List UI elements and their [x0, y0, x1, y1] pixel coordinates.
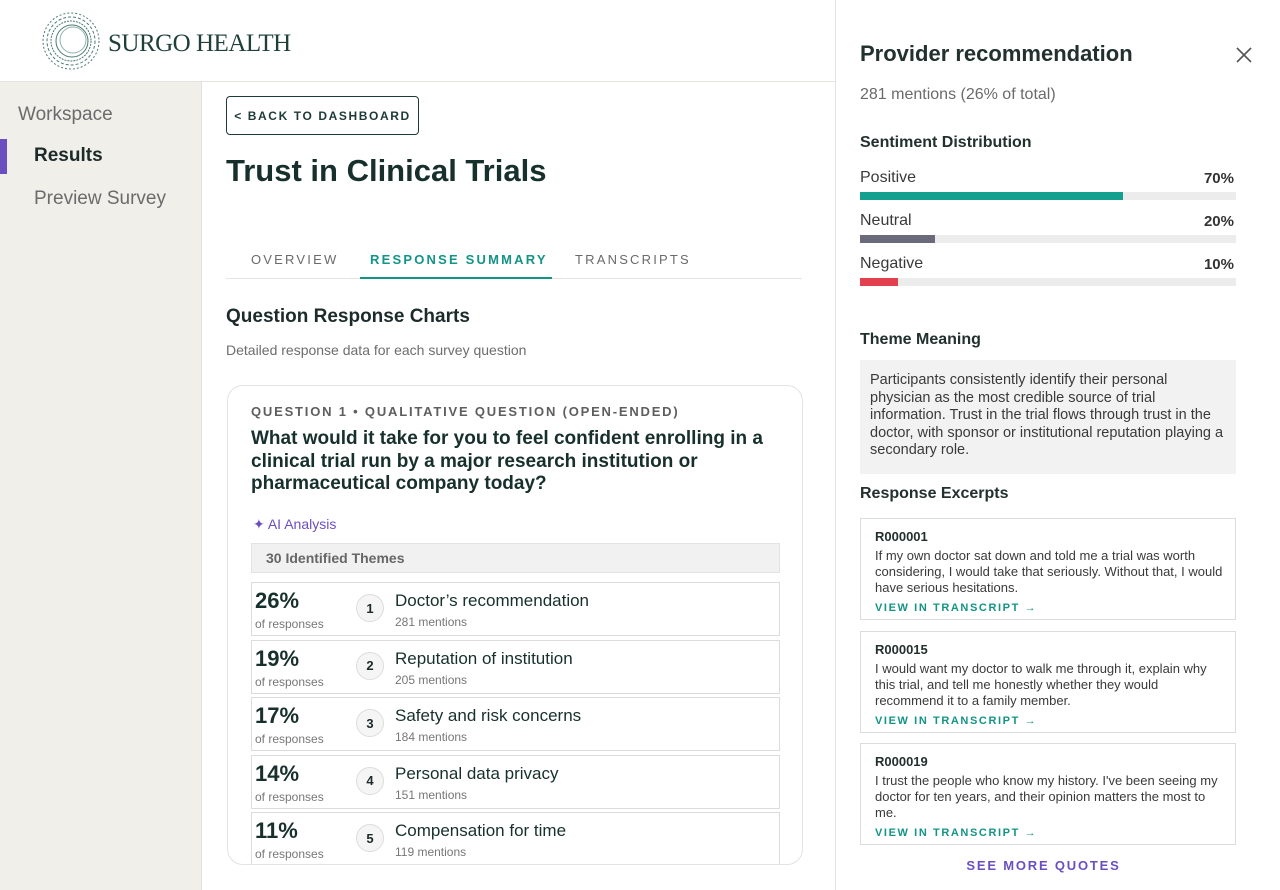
- ai-label: ✦ AI Analysis: [253, 516, 337, 532]
- theme-row[interactable]: 26% of responses 1 Doctor’s recommendation 2…: [251, 582, 780, 636]
- sentiment-name: Positive: [860, 169, 917, 186]
- theme-percent: 11%: [255, 818, 298, 844]
- section-title: Question Response Charts: [226, 306, 470, 327]
- excerpt-card: R000019 I trust the people who know my hi…: [860, 743, 1236, 845]
- question-label: QUESTION 1 • QUALITATIVE QUESTION (OPEN-…: [251, 404, 680, 419]
- theme-percent: 14%: [255, 760, 300, 786]
- tab-underline: [360, 277, 552, 279]
- theme-percent: 19%: [255, 645, 300, 671]
- excerpt-text: I trust the people who know my history. …: [875, 773, 1218, 820]
- logo-text[interactable]: SURGO HEALTH: [108, 30, 291, 57]
- nav-item-active[interactable]: Results: [34, 145, 103, 166]
- theme-name: Doctor’s recommendation: [395, 591, 590, 610]
- theme-name: Personal data privacy: [395, 763, 559, 783]
- excerpt-id: R000001: [875, 529, 928, 544]
- question-card: QUESTION 1 • QUALITATIVE QUESTION (OPEN-…: [227, 385, 803, 865]
- theme-name: Compensation for time: [395, 821, 567, 841]
- panel-summary: 281 mentions (26% of total): [860, 86, 1056, 103]
- excerpt-card: R000001 If my own doctor sat down and tol…: [860, 518, 1236, 620]
- see-more-button[interactable]: SEE MORE QUOTES: [966, 858, 1121, 873]
- tab-active[interactable]: RESPONSE SUMMARY: [370, 252, 548, 267]
- theme-mentions: 205 mentions: [395, 672, 468, 687]
- section-subtitle: Detailed response data for each survey q…: [226, 342, 527, 358]
- sentiment-label: 10%: [1203, 256, 1234, 273]
- excerpts-title: Response Excerpts: [860, 485, 1009, 502]
- sentiment-track: [860, 235, 1236, 243]
- sidebar: Workspace Results Preview Survey: [0, 82, 202, 890]
- theme-name: Reputation of institution: [395, 648, 573, 668]
- theme-percent-caption: of responses: [255, 617, 324, 631]
- active-indicator: [0, 139, 7, 174]
- sentiment-label: 70%: [1203, 170, 1234, 187]
- panel-title: Provider recommendation: [860, 41, 1133, 66]
- nav-item[interactable]: Preview Survey: [34, 188, 166, 209]
- theme-mentions: 119 mentions: [395, 845, 467, 860]
- sentiment-bar: [860, 235, 936, 243]
- theme-percent-caption: of responses: [255, 847, 324, 862]
- theme-mentions: 151 mentions: [395, 787, 468, 802]
- theme-percent-caption: of responses: [255, 732, 324, 747]
- nav-item[interactable]: Workspace: [18, 104, 113, 125]
- theme-rank: 4: [356, 766, 384, 795]
- header: SURGO HEALTH: [0, 0, 835, 82]
- sentiment-track: [860, 278, 1236, 286]
- tab[interactable]: OVERVIEW: [251, 252, 339, 267]
- theme-name: Safety and risk concerns: [395, 706, 582, 726]
- theme-rank: 5: [356, 824, 384, 853]
- theme-row[interactable]: 11% of responses 5 Compensation for time 119…: [251, 812, 780, 864]
- sentiment-bar: [860, 278, 898, 286]
- page-title: Trust in Clinical Trials: [226, 153, 547, 188]
- theme-rank: 1: [356, 594, 384, 622]
- detail-panel: Provider recommendation 281 mentions (26…: [835, 0, 1280, 890]
- back-button[interactable]: < BACK TO DASHBOARD: [226, 96, 419, 135]
- sentiment-bar: [860, 192, 1124, 200]
- theme-percent: 17%: [255, 703, 300, 729]
- sentiment-name: Neutral: [860, 212, 912, 229]
- excerpt-id: R000019: [875, 754, 928, 769]
- theme-rank: 2: [356, 651, 384, 680]
- theme-percent: 26%: [255, 588, 300, 613]
- theme-row[interactable]: 17% of responses 3 Safety and risk concerns…: [251, 697, 780, 752]
- excerpt-link[interactable]: VIEW IN TRANSCRIPT →: [875, 602, 1038, 614]
- excerpt-text: If my own doctor sat down and told me a …: [875, 548, 1223, 595]
- theme-mentions: 281 mentions: [395, 615, 468, 629]
- theme-percent-caption: of responses: [255, 789, 324, 804]
- excerpt-id: R000015: [875, 641, 928, 657]
- excerpt-card: R000015 I would want my doctor to walk me…: [860, 630, 1236, 733]
- theme-row[interactable]: 14% of responses 4 Personal data privacy 151…: [251, 754, 780, 809]
- tab[interactable]: TRANSCRIPTS: [575, 252, 691, 267]
- meaning-text: Participants consistently identify their…: [860, 360, 1236, 474]
- sentiment-name: Negative: [860, 255, 924, 272]
- theme-row[interactable]: 19% of responses 2 Reputation of institutio…: [251, 639, 780, 694]
- excerpt-link[interactable]: VIEW IN TRANSCRIPT →: [875, 827, 1038, 839]
- sentiment-title: Sentiment Distribution: [860, 134, 1032, 151]
- sentiment-track: [860, 192, 1236, 200]
- theme-rank: 3: [356, 709, 384, 738]
- theme-percent-caption: of responses: [255, 674, 324, 689]
- question-text: What would it take for you to feel confi…: [251, 428, 763, 494]
- sentiment-label: 20%: [1203, 213, 1234, 230]
- theme-mentions: 184 mentions: [395, 730, 468, 745]
- excerpt-text: I would want my doctor to walk me throug…: [875, 660, 1207, 708]
- close-button[interactable]: [1236, 47, 1252, 63]
- excerpt-link[interactable]: VIEW IN TRANSCRIPT →: [875, 714, 1038, 727]
- meaning-title: Theme Meaning: [860, 331, 981, 348]
- logo-mark: [42, 12, 100, 70]
- themes-header: 30 Identified Themes: [251, 543, 780, 573]
